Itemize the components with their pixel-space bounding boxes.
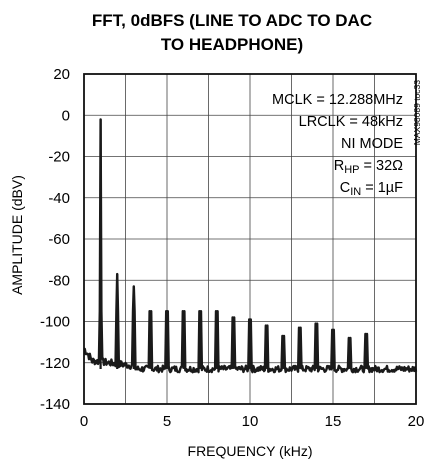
cin-subscript: IN — [350, 186, 361, 198]
y-tick-label: 0 — [62, 107, 70, 124]
y-tick-label: -60 — [48, 231, 70, 248]
y-tick-label: 20 — [53, 66, 70, 83]
chart-title-line-2: TO HEADPHONE) — [161, 35, 303, 54]
annotation-rhp: RHP = 32Ω — [334, 158, 403, 176]
cin-symbol: C — [340, 180, 350, 196]
x-axis-label: FREQUENCY (kHz) — [188, 443, 313, 459]
annotation-mclk: MCLK = 12.288MHz — [272, 92, 403, 108]
y-tick-label: -140 — [40, 396, 70, 413]
x-tick-label: 20 — [408, 413, 425, 430]
harmonic-peaks — [99, 119, 368, 369]
y-axis-label: AMPLITUDE (dBV) — [9, 175, 25, 295]
figure-code: MAX98089 toc33 — [412, 80, 422, 145]
grid — [84, 74, 416, 404]
cin-value: = 1µF — [361, 180, 403, 196]
x-tick-label: 10 — [242, 413, 259, 430]
y-tick-labels: 20 0 -20 -40 -60 -80 -100 -120 -140 — [40, 66, 70, 413]
y-tick-label: -80 — [48, 272, 70, 289]
y-tick-label: -120 — [40, 355, 70, 372]
y-tick-label: -40 — [48, 190, 70, 207]
x-tick-label: 0 — [80, 413, 88, 430]
x-tick-label: 15 — [325, 413, 342, 430]
x-tick-labels: 0 5 10 15 20 — [80, 413, 425, 430]
annotation-cin: CIN = 1µF — [340, 180, 403, 198]
plot-frame — [83, 73, 417, 405]
y-tick-label: -100 — [40, 314, 70, 331]
y-tick-label: -20 — [48, 149, 70, 166]
chart-title-line-1: FFT, 0dBFS (LINE TO ADC TO DAC — [92, 11, 372, 30]
annotation-mode: NI MODE — [341, 136, 403, 152]
rhp-value: = 32Ω — [360, 158, 404, 174]
x-tick-label: 5 — [163, 413, 171, 430]
rhp-subscript: HP — [344, 164, 359, 176]
rhp-symbol: R — [334, 158, 344, 174]
annotation-lrclk: LRCLK = 48kHz — [299, 114, 403, 130]
